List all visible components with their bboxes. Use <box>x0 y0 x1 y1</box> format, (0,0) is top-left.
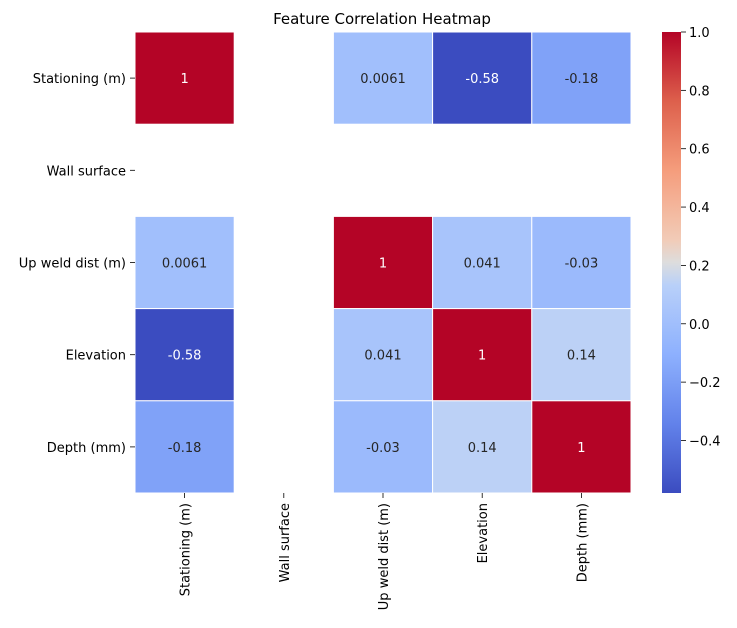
cell-value-label: -0.03 <box>565 257 599 272</box>
column-tick-label: Up weld dist (m) <box>377 503 392 610</box>
heatmap-cell <box>531 215 632 310</box>
row-tick-label: Wall surface <box>47 164 126 179</box>
cell-value-label: -0.58 <box>168 349 202 364</box>
chart-title: Feature Correlation Heatmap <box>273 10 491 28</box>
cell-value-label: -0.18 <box>168 441 202 456</box>
heatmap-cell <box>332 308 434 402</box>
cell-value-label: 0.041 <box>364 349 401 364</box>
heatmap-cell <box>134 215 235 310</box>
colorbar-tick-label: −0.4 <box>689 434 721 449</box>
row-tick-label: Stationing (m) <box>33 72 126 87</box>
row-tick-label: Depth (mm) <box>47 441 126 456</box>
cell-value-label: 1 <box>379 257 387 272</box>
cell-value-label: 0.14 <box>468 441 497 456</box>
heatmap-cell <box>134 31 235 125</box>
column-tick-label: Wall surface <box>278 503 293 582</box>
heatmap-cell <box>432 31 533 125</box>
heatmap-cell-labels: 1 0.0061 -0.58 -0.18 0.0061 1 0.041 -0.03 -0.58 0… <box>162 72 598 456</box>
colorbar-tick-label: 0.0 <box>689 318 710 333</box>
heatmap-cell <box>332 400 434 494</box>
heatmap-cell <box>332 215 434 310</box>
row-tick-labels: Stationing (m) Wall surface Up weld dist (… <box>19 72 135 456</box>
column-tick-label: Depth (mm) <box>575 503 590 582</box>
colorbar-tick-label: 0.6 <box>689 143 710 158</box>
row-tick-label: Elevation <box>66 349 126 364</box>
column-tick-labels: Stationing (m) Wall surface Up weld dist (… <box>179 493 590 610</box>
cell-value-label: 0.0061 <box>360 72 406 87</box>
cell-value-label: 0.041 <box>464 257 501 272</box>
column-tick-label: Elevation <box>476 503 491 563</box>
cell-value-label: 0.0061 <box>162 257 208 272</box>
cell-value-label: 1 <box>180 72 188 87</box>
colorbar-gradient <box>662 32 681 493</box>
colorbar-tick-label: 0.8 <box>689 84 710 99</box>
cell-value-label: 1 <box>478 349 486 364</box>
colorbar-tick-label: 0.2 <box>689 259 710 274</box>
heatmap-cell <box>531 400 632 494</box>
column-tick-label: Stationing (m) <box>179 503 194 596</box>
colorbar-tick-label: −0.2 <box>689 376 721 391</box>
heatmap-cell <box>432 400 533 494</box>
colorbar-tick-label: 0.4 <box>689 201 710 216</box>
cell-value-label: -0.18 <box>565 72 599 87</box>
cell-value-label: -0.03 <box>366 441 400 456</box>
colorbar-tick-label: 1.0 <box>689 26 710 41</box>
heatmap-cell <box>332 31 434 125</box>
heatmap-cell <box>134 400 235 494</box>
heatmap-cell <box>531 31 632 125</box>
heatmap-cells <box>134 31 632 494</box>
cell-value-label: -0.58 <box>465 72 499 87</box>
heatmap-cell <box>531 308 632 402</box>
row-tick-label: Up weld dist (m) <box>19 257 126 272</box>
cell-value-label: 0.14 <box>567 349 596 364</box>
cell-value-label: 1 <box>577 441 585 456</box>
colorbar: 1.0 0.8 0.6 0.4 0.2 0.0 −0.2 −0.4 <box>662 26 721 493</box>
